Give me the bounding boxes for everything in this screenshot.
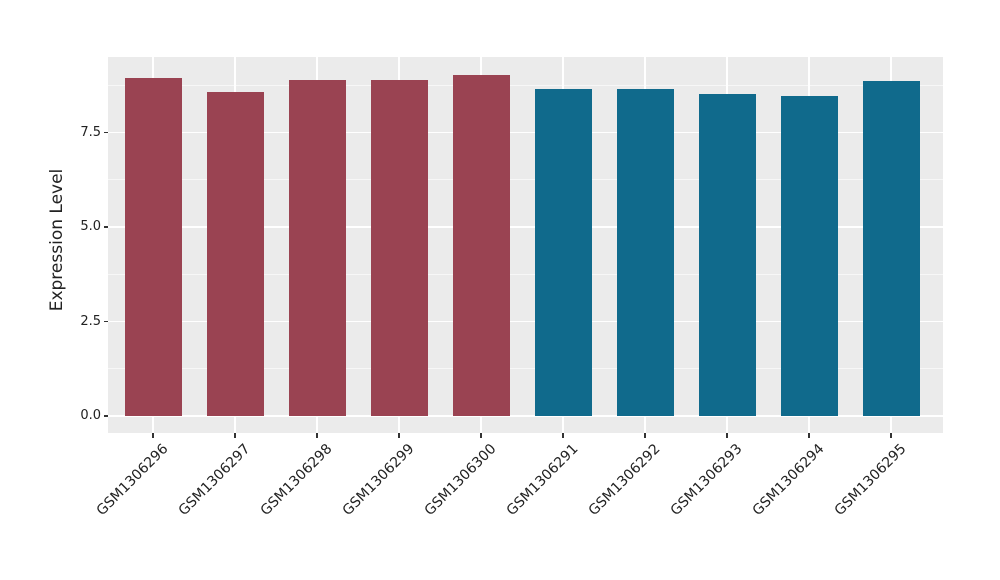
y-minor-gridline — [108, 273, 943, 275]
y-major-gridline — [108, 415, 943, 417]
y-tick-mark — [104, 415, 108, 417]
bar-GSM1306298 — [288, 79, 346, 416]
x-tick-label: GSM1306291 — [503, 441, 582, 519]
x-tick-label: GSM1306293 — [667, 441, 746, 519]
y-tick-mark — [104, 226, 108, 228]
x-tick-label: GSM1306299 — [339, 441, 418, 519]
y-tick-mark — [104, 131, 108, 134]
x-tick-mark — [152, 433, 154, 438]
x-tick-label: GSM1306292 — [585, 441, 664, 519]
x-tick-label: GSM1306295 — [831, 441, 910, 519]
y-major-gridline — [108, 131, 943, 134]
x-tick-mark — [316, 433, 318, 438]
y-tick-label: 2.5 — [80, 313, 101, 329]
y-tick-label: 7.5 — [80, 124, 101, 140]
x-tick-label: GSM1306297 — [175, 441, 254, 519]
bar-GSM1306300 — [452, 75, 510, 416]
x-tick-mark — [890, 433, 892, 438]
y-tick-label: 5.0 — [80, 219, 101, 235]
x-tick-label: GSM1306300 — [421, 441, 500, 519]
y-tick-mark — [104, 320, 108, 323]
bar-GSM1306296 — [124, 77, 182, 416]
x-tick-mark — [808, 433, 810, 438]
x-tick-mark — [398, 433, 400, 438]
bar-GSM1306297 — [206, 92, 264, 416]
x-tick-label: GSM1306294 — [749, 441, 828, 519]
x-tick-mark — [644, 433, 646, 438]
y-major-gridline — [108, 320, 943, 323]
x-tick-label: GSM1306296 — [93, 441, 172, 519]
x-tick-mark — [234, 433, 236, 438]
y-major-gridline — [108, 226, 943, 228]
bar-GSM1306291 — [534, 89, 592, 416]
x-tick-label: GSM1306298 — [257, 441, 336, 519]
bar-GSM1306292 — [616, 89, 674, 416]
y-minor-gridline — [108, 368, 943, 370]
bar-GSM1306299 — [370, 80, 428, 416]
y-tick-label: 0.0 — [80, 407, 101, 423]
bar-GSM1306294 — [780, 95, 838, 416]
plot-panel — [108, 57, 943, 433]
bar-GSM1306295 — [862, 80, 920, 416]
x-tick-mark — [726, 433, 728, 438]
x-tick-mark — [480, 433, 482, 438]
y-minor-gridline — [108, 179, 943, 181]
y-minor-gridline — [108, 84, 943, 86]
x-tick-mark — [562, 433, 564, 438]
y-axis-title: Expression Level — [47, 168, 67, 312]
bar-GSM1306293 — [698, 93, 756, 416]
